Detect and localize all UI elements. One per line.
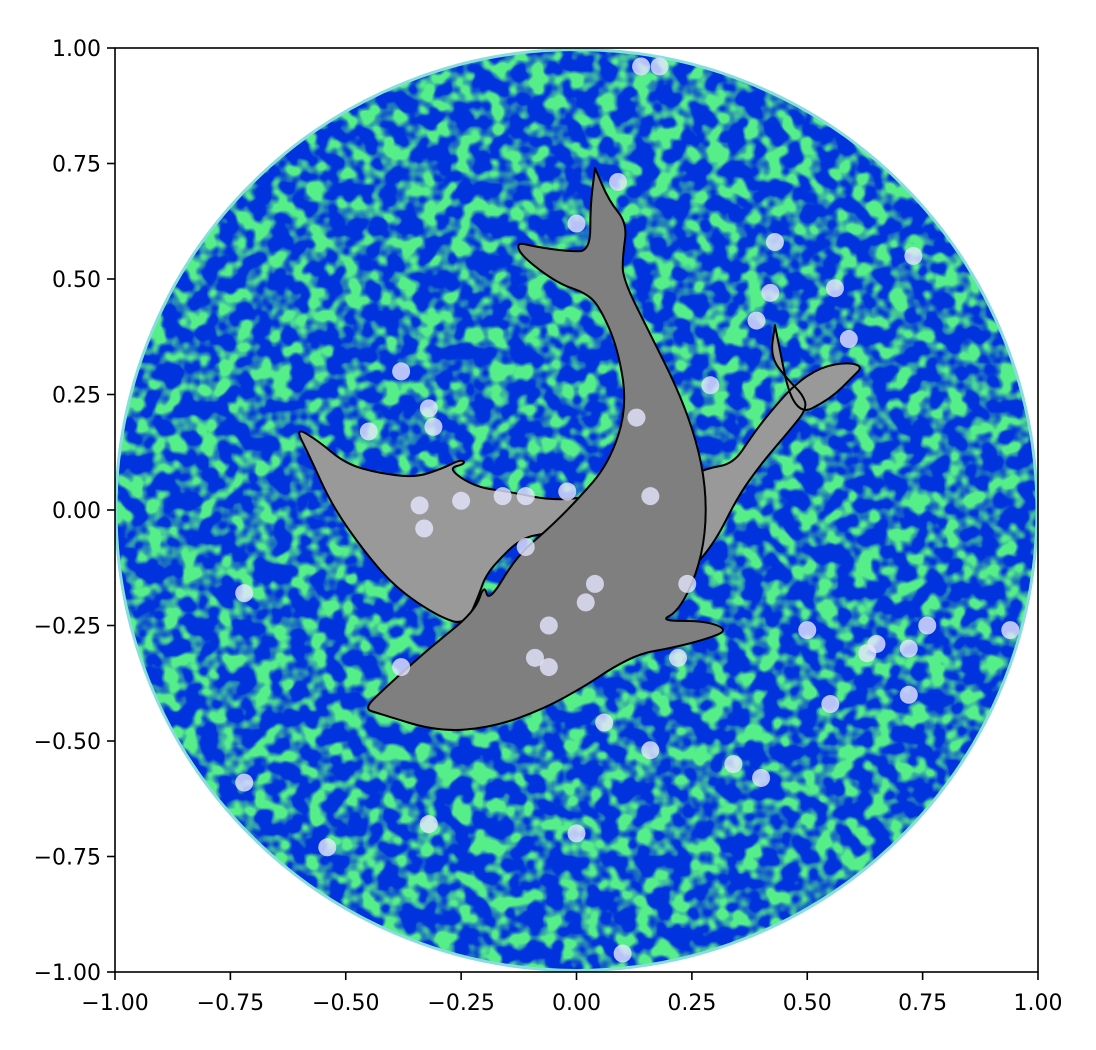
scatter-point — [918, 616, 937, 635]
y-tick-label: −0.50 — [34, 730, 101, 755]
x-tick-label: −0.75 — [197, 991, 264, 1016]
x-tick-label: 0.25 — [667, 991, 716, 1016]
scatter-point — [525, 648, 544, 667]
scatter-point — [392, 362, 411, 381]
scatter-point — [392, 658, 411, 677]
scatter-point — [493, 487, 512, 506]
scatter-point — [641, 741, 660, 760]
scatter-point — [825, 279, 844, 298]
scatter-point — [798, 621, 817, 640]
scatter-point — [632, 57, 651, 76]
scatter-point — [595, 713, 614, 732]
disc-edge — [115, 48, 1038, 972]
scatter-point — [410, 496, 429, 515]
x-tick-label: 0.50 — [783, 991, 832, 1016]
scatter-point — [899, 685, 918, 704]
scatter-point — [765, 233, 784, 252]
scatter-points — [235, 57, 1020, 963]
x-tick-label: 0.75 — [898, 991, 947, 1016]
scatter-point — [839, 330, 858, 349]
scatter-point — [359, 422, 378, 441]
dolphin-small — [298, 324, 861, 623]
y-tick-label: −1.00 — [34, 961, 101, 986]
scatter-point — [318, 838, 337, 857]
scatter-point — [558, 482, 577, 501]
scatter-point — [701, 376, 720, 395]
plot-area — [115, 48, 1038, 972]
y-tick-label: −0.75 — [34, 846, 101, 871]
x-tick-label: −0.25 — [427, 991, 494, 1016]
scatter-point — [641, 487, 660, 506]
y-tick-label: 0.50 — [52, 268, 101, 293]
scatter-point — [516, 487, 535, 506]
y-tick-label: 0.25 — [52, 384, 101, 409]
y-tick-label: −0.25 — [34, 615, 101, 640]
scatter-point — [650, 57, 669, 76]
scatter-point — [613, 944, 632, 963]
scatter-point — [419, 399, 438, 418]
scatter-point — [678, 574, 697, 593]
scatter-point — [419, 815, 438, 834]
scatter-point — [585, 574, 604, 593]
scatter-point — [899, 639, 918, 658]
scatter-point — [424, 417, 443, 436]
scatter-point — [747, 311, 766, 330]
scatter-point — [821, 695, 840, 714]
scatter-point — [235, 773, 254, 792]
y-tick-label: 0.75 — [52, 153, 101, 178]
x-tick-label: 0.00 — [552, 991, 601, 1016]
scatter-point — [539, 658, 558, 677]
scatter-point — [761, 283, 780, 302]
scatter-point — [904, 246, 923, 265]
scatter-point — [567, 214, 586, 233]
scatter-point — [452, 491, 471, 510]
scatter-point — [724, 755, 743, 774]
scatter-point — [415, 519, 434, 538]
scatter-point — [516, 537, 535, 556]
y-tick-label: 1.00 — [52, 37, 101, 62]
x-tick-label: 1.00 — [1014, 991, 1063, 1016]
scatter-point — [539, 616, 558, 635]
scatter-point — [752, 768, 771, 787]
dolphin-layer — [298, 167, 861, 731]
x-tick-label: −1.00 — [81, 991, 148, 1016]
dolphin-large — [367, 167, 725, 731]
scatter-point — [576, 593, 595, 612]
scatter-point — [609, 172, 628, 191]
x-axis-ticks: −1.00 −0.75 −0.50 −0.25 0.00 0.25 0.50 0.75 1.00 — [81, 972, 1062, 1016]
scatter-point — [627, 408, 646, 427]
y-tick-label: 0.00 — [52, 499, 101, 524]
scatter-point — [235, 584, 254, 603]
scatter-point — [669, 648, 688, 667]
scatter-point — [1001, 621, 1020, 640]
y-axis-ticks: −1.00 −0.75 −0.50 −0.25 0.00 0.25 0.50 0.75 1.00 — [34, 37, 115, 986]
scatter-point — [858, 644, 877, 663]
scatter-point — [567, 824, 586, 843]
x-tick-label: −0.50 — [312, 991, 379, 1016]
